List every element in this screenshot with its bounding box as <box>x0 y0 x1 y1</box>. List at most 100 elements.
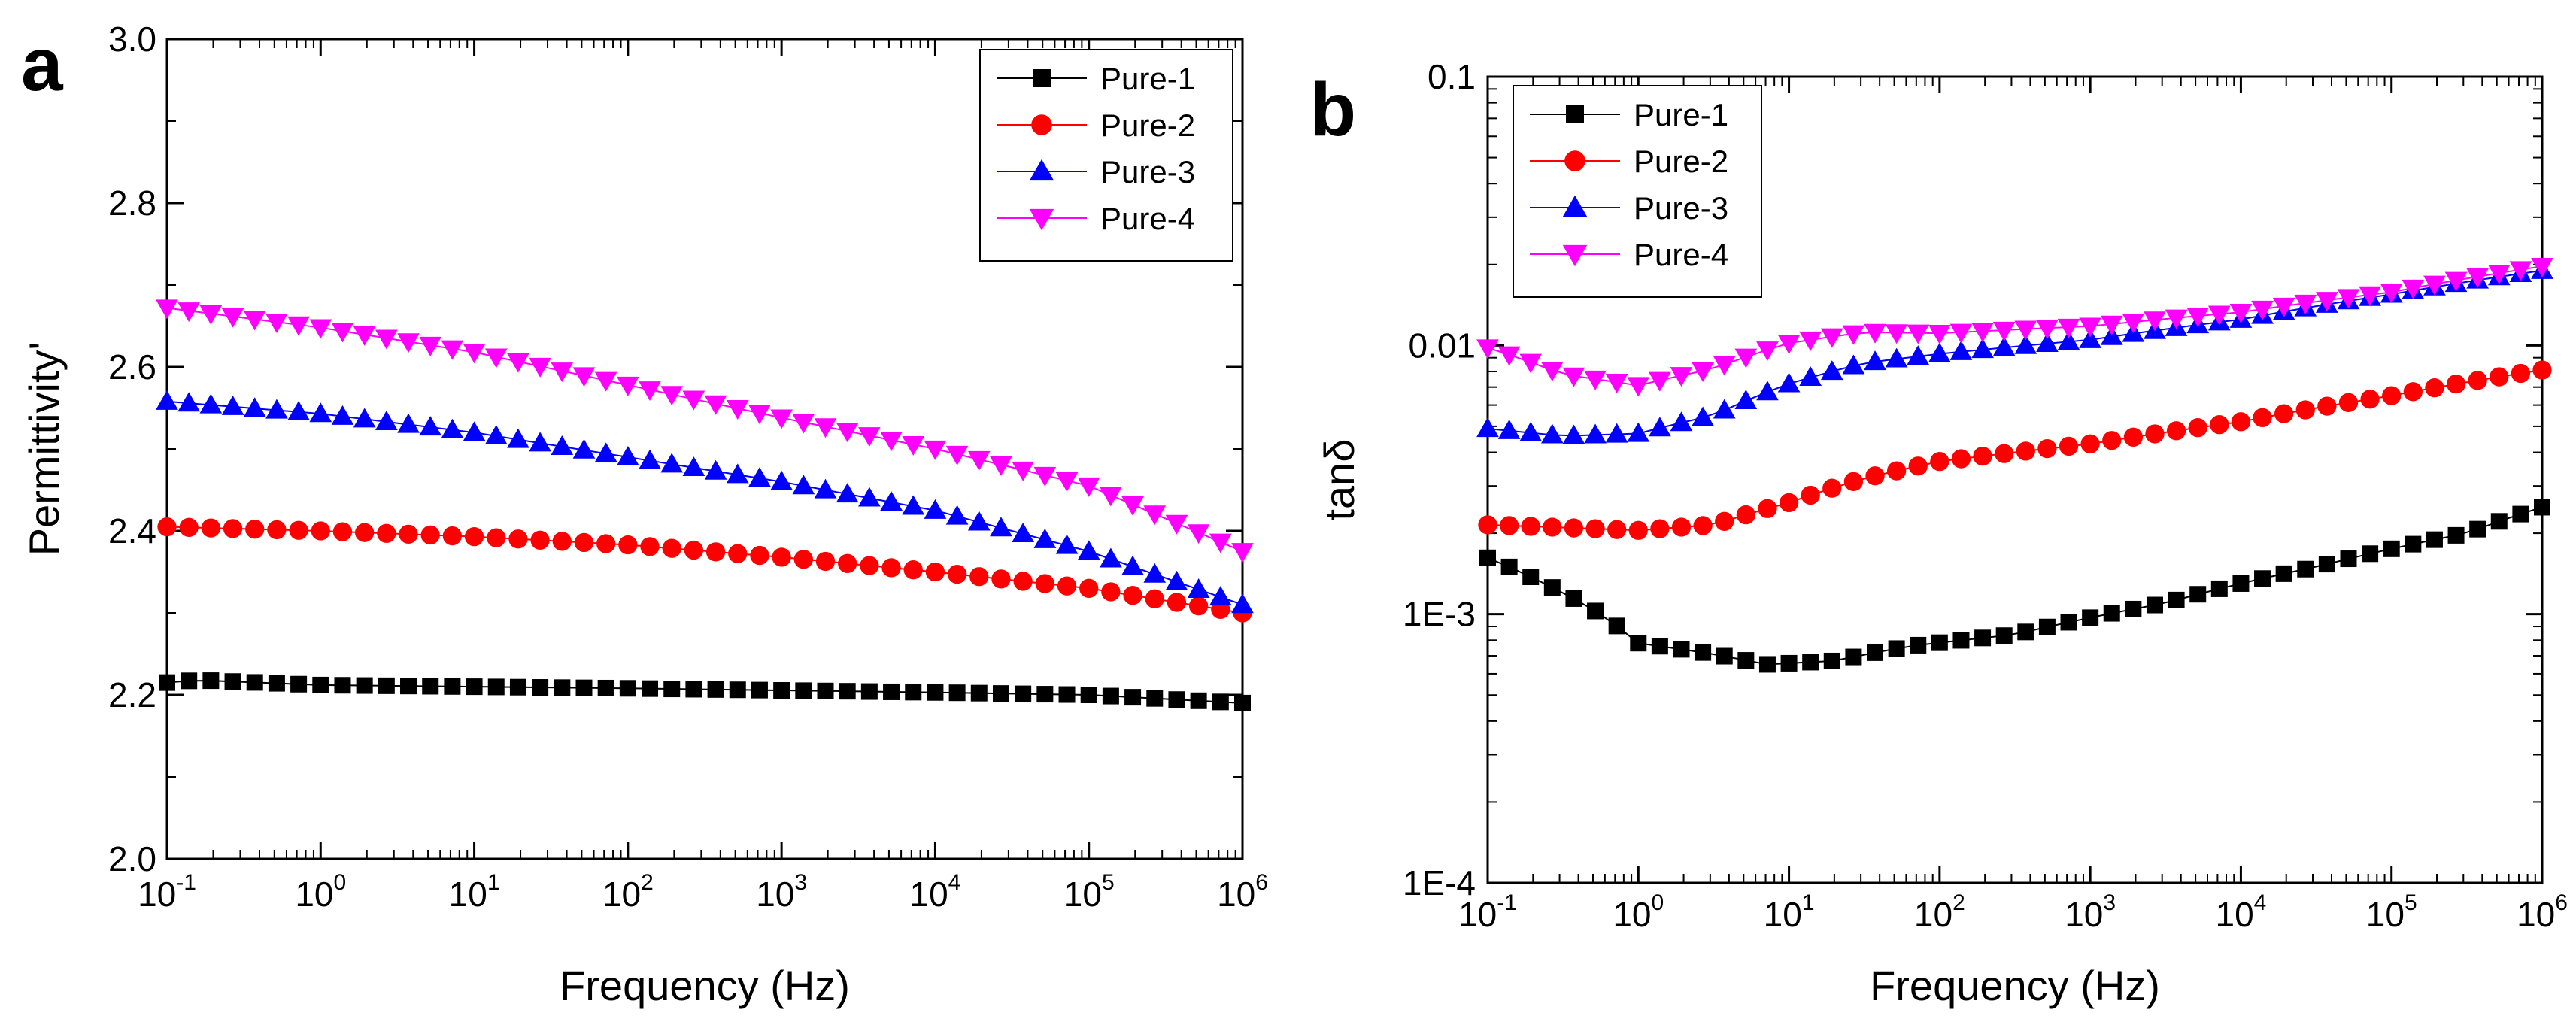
data-point <box>1758 499 1777 518</box>
data-point <box>444 678 461 695</box>
data-point <box>2447 526 2465 544</box>
legend-label: Pure-2 <box>1634 144 1728 179</box>
data-point <box>1036 686 1054 703</box>
data-point <box>597 679 614 696</box>
data-point <box>1519 353 1543 374</box>
data-point <box>221 395 244 415</box>
data-point <box>1649 417 1671 437</box>
data-point <box>948 684 966 702</box>
data-point <box>246 674 263 691</box>
data-point <box>464 526 484 547</box>
data-point <box>1802 654 1819 671</box>
legend-marker <box>1564 150 1585 171</box>
legend-marker <box>1031 114 1052 135</box>
data-point <box>2188 418 2207 438</box>
x-tick-base: 10 <box>1764 895 1802 934</box>
data-point <box>265 399 288 419</box>
data-point <box>594 371 617 392</box>
data-point <box>1758 656 1776 673</box>
data-point <box>660 453 684 473</box>
chart-panel-b: 10-1 100 101 102 103 104 105 1061E-41E-30.010.1… <box>1315 57 2568 1009</box>
data-point <box>2402 279 2425 299</box>
data-point <box>1543 517 1562 537</box>
data-point <box>199 393 223 414</box>
legend-box <box>1513 85 1762 298</box>
data-point <box>309 319 332 339</box>
data-point <box>2102 431 2122 450</box>
data-point <box>1799 331 1822 351</box>
data-point <box>1055 472 1079 492</box>
x-axis-title: Frequency (Hz) <box>560 962 850 1009</box>
data-point <box>1562 424 1585 444</box>
data-point <box>902 495 925 515</box>
data-point <box>2079 317 2101 338</box>
data-point <box>2383 540 2400 557</box>
data-point <box>1908 456 1928 476</box>
data-point <box>924 499 947 519</box>
x-tick-exponent: 3 <box>794 870 807 895</box>
data-point <box>1143 563 1167 583</box>
data-point <box>1479 549 1496 566</box>
data-point <box>221 308 244 328</box>
data-point <box>422 678 439 695</box>
data-point <box>2338 393 2359 412</box>
data-point <box>2295 400 2315 420</box>
data-point <box>2144 311 2166 332</box>
plot-frame <box>1486 75 2544 884</box>
data-point <box>309 402 332 423</box>
x-tick-base: 10 <box>1217 875 1255 914</box>
legend-marker <box>1029 159 1054 181</box>
data-point <box>159 674 175 691</box>
legend-item: Pure-1 <box>997 61 1195 96</box>
data-point <box>201 518 221 538</box>
data-point <box>1630 635 1647 652</box>
data-point <box>836 423 859 443</box>
data-point <box>2189 586 2207 603</box>
data-point <box>2231 412 2251 432</box>
data-point <box>967 511 991 531</box>
data-point <box>1885 324 1908 344</box>
x-tick-exponent: 0 <box>334 870 347 895</box>
data-point <box>332 522 353 541</box>
x-tick-exponent: 4 <box>2254 890 2267 915</box>
data-point <box>177 302 201 323</box>
x-tick-base: 10 <box>1914 895 1952 934</box>
data-point <box>1823 652 1840 669</box>
x-tick-label: 102 <box>602 870 654 914</box>
data-point <box>2125 600 2142 617</box>
data-point <box>1867 644 1884 661</box>
legend-item: Pure-2 <box>1530 144 1728 179</box>
y-axis-title: Permittivity' <box>20 342 68 556</box>
data-point <box>1033 466 1057 487</box>
data-point <box>397 333 420 353</box>
data-point <box>377 523 396 543</box>
data-point <box>1952 632 1970 649</box>
series-pure-4 <box>156 299 1254 563</box>
data-point <box>1628 520 1648 540</box>
data-point <box>419 336 442 356</box>
data-point <box>2232 575 2250 592</box>
data-point <box>243 311 266 331</box>
x-tick-exponent: 3 <box>2103 890 2116 915</box>
data-point <box>2490 513 2508 530</box>
data-point <box>1627 422 1650 442</box>
data-point <box>751 681 768 699</box>
data-point <box>397 413 420 433</box>
data-point <box>1587 602 1604 620</box>
data-point <box>378 677 395 694</box>
data-point <box>2060 614 2077 631</box>
x-tick-base: 10 <box>295 875 333 914</box>
series-pure-1 <box>159 672 1251 711</box>
data-point <box>399 524 418 544</box>
data-point <box>728 544 748 563</box>
data-point <box>375 411 398 431</box>
data-point <box>1057 576 1077 596</box>
data-point <box>1077 540 1100 560</box>
data-point <box>1499 516 1519 535</box>
data-point <box>1565 590 1582 607</box>
data-point <box>1974 629 1992 647</box>
data-point <box>1543 579 1561 596</box>
data-point <box>245 520 265 539</box>
